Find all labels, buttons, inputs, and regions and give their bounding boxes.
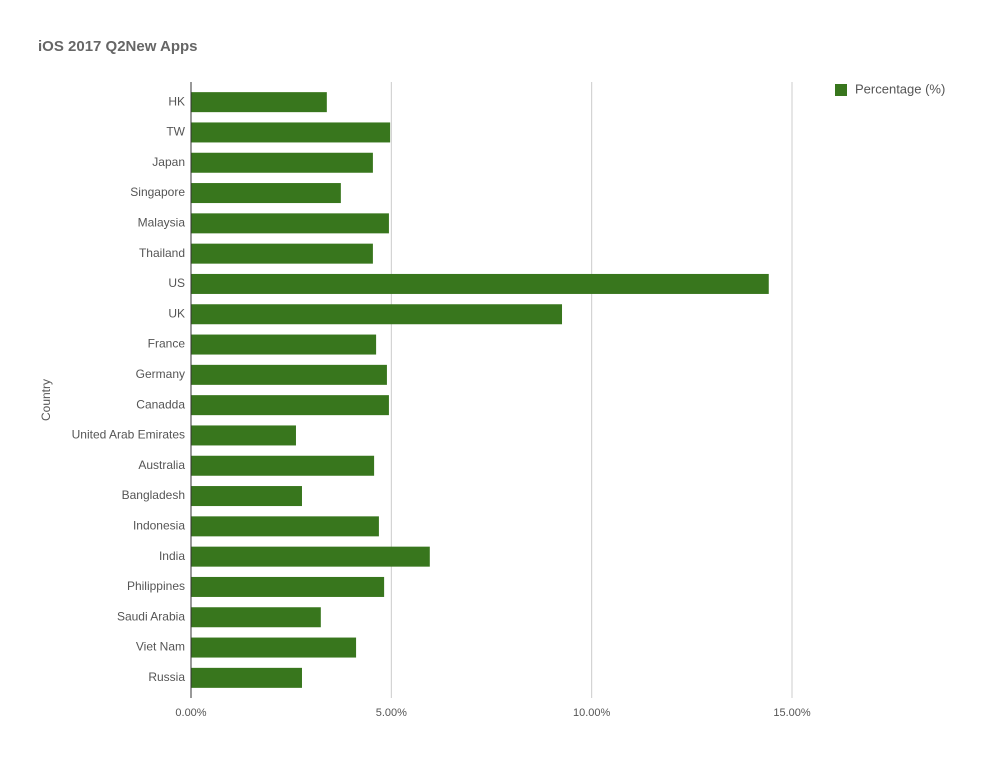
chart-title: iOS 2017 Q2New Apps xyxy=(38,38,198,55)
y-tick-label: France xyxy=(148,337,186,351)
bar xyxy=(191,637,357,658)
y-tick-label: Singapore xyxy=(130,185,185,199)
x-tick-label: 5.00% xyxy=(376,707,407,719)
legend-label: Percentage (%) xyxy=(855,81,945,96)
y-tick-label: India xyxy=(159,549,185,563)
y-axis-label: Country xyxy=(39,379,53,421)
bar xyxy=(191,607,321,628)
y-tick-label: Bangladesh xyxy=(122,488,185,502)
y-tick-label: Japan xyxy=(152,155,185,169)
bar xyxy=(191,395,389,416)
bar xyxy=(191,152,373,173)
y-tick-label: HK xyxy=(168,94,185,108)
bar xyxy=(191,122,391,143)
bar xyxy=(191,92,327,113)
bar xyxy=(191,213,389,234)
bar xyxy=(191,667,302,688)
y-tick-label: US xyxy=(168,276,185,290)
bar xyxy=(191,273,769,294)
bar xyxy=(191,183,341,204)
y-tick-label: Indonesia xyxy=(133,519,185,533)
y-tick-label: Australia xyxy=(138,458,185,472)
bar xyxy=(191,516,379,537)
bar xyxy=(191,486,302,507)
y-tick-label: United Arab Emirates xyxy=(72,428,185,442)
bar xyxy=(191,425,296,446)
y-tick-label: TW xyxy=(166,125,185,139)
y-tick-label: Germany xyxy=(136,367,185,381)
y-tick-label: Malaysia xyxy=(138,216,186,230)
bar xyxy=(191,334,377,355)
y-tick-label: Philippines xyxy=(127,579,185,593)
bar xyxy=(191,576,385,597)
y-tick-label: Viet Nam xyxy=(136,640,185,654)
bar xyxy=(191,304,563,325)
y-tick-label: Saudi Arabia xyxy=(117,609,185,623)
y-tick-label: Russia xyxy=(148,670,185,684)
bar xyxy=(191,546,430,567)
x-tick-label: 10.00% xyxy=(573,707,611,719)
bar xyxy=(191,455,375,476)
y-tick-label: Canadda xyxy=(136,397,185,411)
y-tick-label: Thailand xyxy=(139,246,185,260)
x-tick-label: 15.00% xyxy=(773,707,811,719)
legend-swatch xyxy=(835,84,847,96)
y-tick-label: UK xyxy=(168,306,185,320)
bar xyxy=(191,364,387,385)
bar xyxy=(191,243,373,264)
x-tick-label: 0.00% xyxy=(175,707,206,719)
